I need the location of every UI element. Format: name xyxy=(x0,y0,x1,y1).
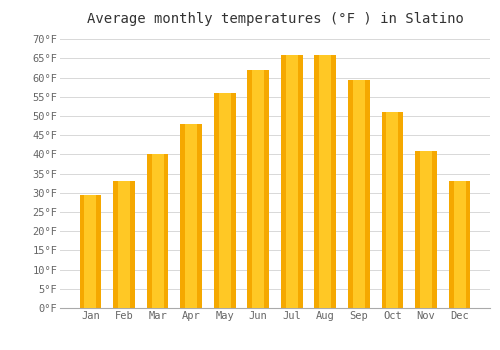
Bar xyxy=(448,181,470,308)
Bar xyxy=(348,79,370,308)
Bar xyxy=(118,181,130,308)
Bar xyxy=(152,154,164,308)
Bar xyxy=(320,55,332,308)
Bar xyxy=(420,150,432,308)
Bar xyxy=(248,70,269,308)
Bar xyxy=(415,150,437,308)
Bar xyxy=(314,55,336,308)
Bar xyxy=(218,93,230,308)
Bar xyxy=(353,79,365,308)
Bar xyxy=(382,112,404,308)
Bar xyxy=(386,112,398,308)
Bar xyxy=(185,124,197,308)
Bar xyxy=(252,70,264,308)
Bar xyxy=(454,181,466,308)
Title: Average monthly temperatures (°F ) in Slatino: Average monthly temperatures (°F ) in Sl… xyxy=(86,12,464,26)
Bar xyxy=(113,181,135,308)
Bar xyxy=(80,195,102,308)
Bar xyxy=(146,154,169,308)
Bar xyxy=(286,55,298,308)
Bar xyxy=(84,195,96,308)
Bar xyxy=(281,55,302,308)
Bar xyxy=(214,93,236,308)
Bar xyxy=(180,124,202,308)
